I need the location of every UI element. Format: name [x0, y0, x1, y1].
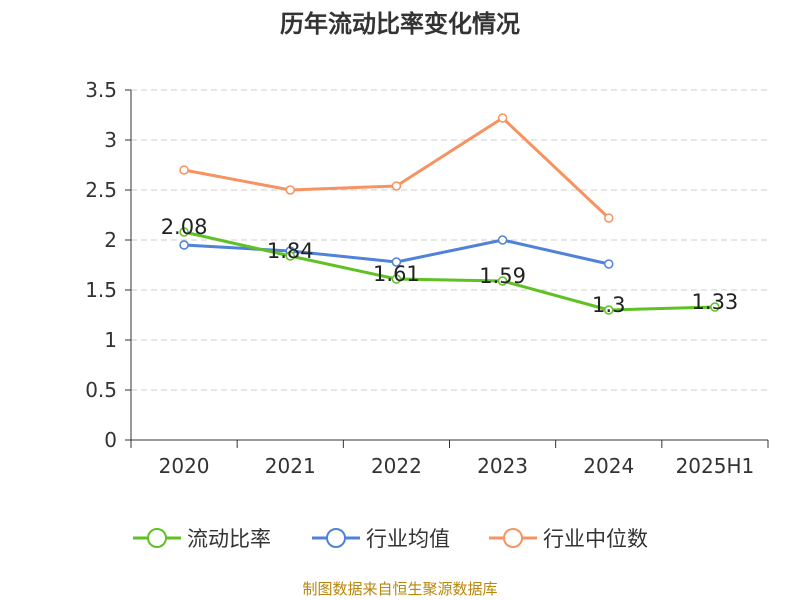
y-tick-label: 0.5: [85, 378, 117, 402]
x-tick-label: 2024: [583, 454, 634, 478]
legend-item-industry-mean[interactable]: 行业均值: [312, 520, 450, 556]
legend-marker-industry-mean: [312, 528, 360, 548]
x-tick-label: 2022: [371, 454, 422, 478]
data-point: [179, 227, 189, 237]
data-label: 1.59: [479, 264, 526, 288]
data-point: [179, 165, 189, 175]
legend-item-current-ratio[interactable]: 流动比率: [133, 520, 271, 556]
y-tick-label: 2: [104, 228, 117, 252]
legend-label-industry-mean: 行业均值: [366, 527, 450, 551]
series-line: [183, 230, 715, 312]
data-label: 1.61: [373, 262, 420, 286]
data-point: [285, 251, 295, 261]
y-tick-label: 1.5: [85, 278, 117, 302]
data-point: [179, 240, 189, 250]
legend-marker-industry-median: [489, 528, 537, 548]
y-tick-label: 3.5: [85, 78, 117, 102]
legend-label-current-ratio: 流动比率: [187, 527, 271, 551]
data-label: 2.08: [161, 215, 208, 239]
y-tick-label: 1: [104, 328, 117, 352]
x-tick-label: 2020: [159, 454, 210, 478]
x-tick-label: 2025H1: [676, 454, 755, 478]
y-tick-label: 3: [104, 128, 117, 152]
data-point: [497, 276, 508, 286]
legend-label-industry-median: 行业中位数: [543, 527, 648, 551]
y-tick-label: 2.5: [85, 178, 117, 202]
legend-marker-current-ratio: [133, 528, 181, 548]
data-point: [391, 274, 402, 284]
chart-title: 历年流动比率变化情况: [280, 10, 520, 38]
data-label: 1.3: [592, 293, 625, 317]
y-tick-label: 0: [104, 428, 117, 452]
source-note: 制图数据来自恒生聚源数据库: [302, 580, 498, 598]
data-point: [497, 235, 508, 245]
data-point: [497, 113, 508, 123]
data-label: 1.33: [692, 290, 739, 314]
data-point: [710, 302, 720, 312]
data-point: [604, 305, 614, 315]
data-point: [391, 181, 402, 191]
x-tick-label: 2023: [477, 454, 528, 478]
data-point: [391, 257, 402, 267]
data-point: [604, 213, 614, 223]
data-point: [604, 259, 614, 269]
legend: 流动比率 行业均值 行业中位数: [0, 520, 800, 556]
series-line: [183, 116, 610, 220]
legend-item-industry-median[interactable]: 行业中位数: [489, 520, 648, 556]
data-label: 1.84: [267, 239, 314, 263]
x-tick-label: 2021: [265, 454, 316, 478]
data-point: [285, 185, 295, 195]
